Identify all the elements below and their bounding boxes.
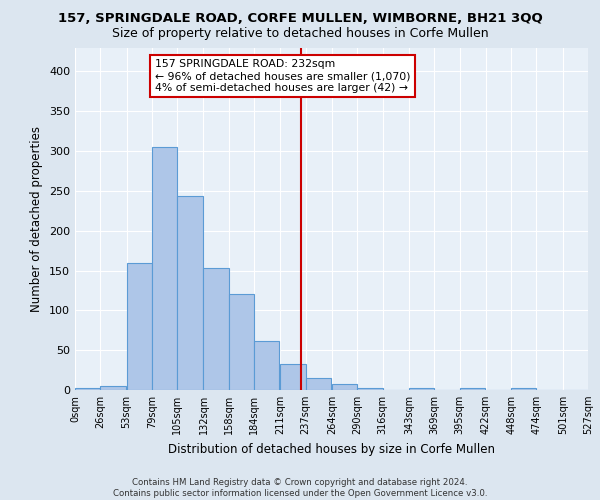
Text: Contains HM Land Registry data © Crown copyright and database right 2024.
Contai: Contains HM Land Registry data © Crown c…	[113, 478, 487, 498]
Y-axis label: Number of detached properties: Number of detached properties	[31, 126, 43, 312]
Bar	[100, 386, 125, 390]
X-axis label: Distribution of detached houses by size in Corfe Mullen: Distribution of detached houses by size …	[168, 442, 495, 456]
Bar	[460, 388, 485, 390]
Text: Size of property relative to detached houses in Corfe Mullen: Size of property relative to detached ho…	[112, 28, 488, 40]
Bar	[127, 264, 152, 390]
Bar	[357, 388, 383, 390]
Bar	[229, 294, 254, 390]
Bar	[280, 364, 306, 390]
Bar	[332, 384, 357, 390]
Bar	[152, 147, 177, 390]
Bar	[254, 340, 280, 390]
Bar	[203, 268, 229, 390]
Text: 157, SPRINGDALE ROAD, CORFE MULLEN, WIMBORNE, BH21 3QQ: 157, SPRINGDALE ROAD, CORFE MULLEN, WIMB…	[58, 12, 542, 26]
Bar	[75, 388, 100, 390]
Bar	[177, 196, 203, 390]
Bar	[409, 388, 434, 390]
Bar	[306, 378, 331, 390]
Bar	[511, 388, 536, 390]
Text: 157 SPRINGDALE ROAD: 232sqm
← 96% of detached houses are smaller (1,070)
4% of s: 157 SPRINGDALE ROAD: 232sqm ← 96% of det…	[155, 60, 410, 92]
